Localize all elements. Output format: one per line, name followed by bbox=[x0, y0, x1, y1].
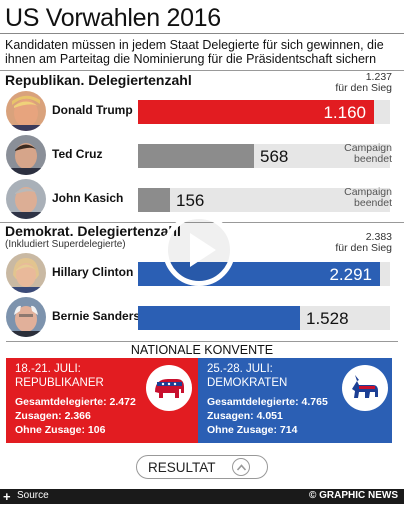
convention-panel-democrats: 25.-28. JULI: DEMOKRATEN Gesamtdelegiert… bbox=[198, 358, 392, 443]
republicans-target-value: 1.237 bbox=[365, 71, 392, 83]
bar-value-sanders: 1.528 bbox=[306, 309, 349, 328]
title-divider bbox=[0, 33, 404, 34]
bar-track: 156 bbox=[138, 188, 390, 212]
candidate-row-sanders: Bernie Sanders 1.528 bbox=[0, 295, 404, 339]
rep-unpledged: Ohne Zusage: 106 bbox=[15, 424, 106, 436]
chevron-up-icon bbox=[232, 458, 250, 476]
candidate-row-trump: Donald Trump 1.160 bbox=[0, 89, 404, 133]
democrats-note: (Inkludiert Superdelegierte) bbox=[5, 239, 126, 250]
candidate-name: Bernie Sanders bbox=[52, 309, 141, 323]
cruz-portrait-icon bbox=[6, 135, 46, 175]
page-title: US Vorwahlen 2016 bbox=[5, 4, 221, 32]
dem-convention-date: 25.-28. JULI: bbox=[207, 363, 273, 375]
bar-track: 1.160 bbox=[138, 100, 390, 124]
bar-value-kasich: 156 bbox=[176, 191, 205, 210]
footer-bar: + Source © GRAPHIC NEWS bbox=[0, 489, 404, 504]
avatar-trump bbox=[6, 91, 46, 131]
elephant-icon bbox=[146, 365, 192, 411]
dem-unpledged: Ohne Zusage: 714 bbox=[207, 424, 298, 436]
clinton-portrait-icon bbox=[6, 253, 46, 293]
source-link[interactable]: Source bbox=[17, 490, 49, 501]
sanders-portrait-icon bbox=[6, 297, 46, 337]
rep-convention-party: REPUBLIKANER bbox=[15, 377, 104, 389]
candidate-row-kasich: John Kasich 156 Campaign beendet bbox=[0, 177, 404, 221]
page-subtitle: Kandidaten müssen in jedem Staat Delegie… bbox=[5, 38, 384, 66]
avatar-sanders bbox=[6, 297, 46, 337]
campaign-status-cruz: Campaign beendet bbox=[344, 142, 392, 165]
avatar-clinton bbox=[6, 253, 46, 293]
plus-icon[interactable]: + bbox=[3, 489, 11, 504]
donkey-icon bbox=[342, 365, 388, 411]
convention-panel-republicans: 18.-21. JULI: REPUBLIKANER Gesamtdelegie… bbox=[6, 358, 198, 443]
candidate-name: Hillary Clinton bbox=[52, 265, 134, 279]
conventions-heading-label: NATIONALE KONVENTE bbox=[124, 343, 280, 357]
copyright: © GRAPHIC NEWS bbox=[308, 490, 398, 501]
bar-trump bbox=[138, 100, 374, 124]
avatar-cruz bbox=[6, 135, 46, 175]
conventions-heading: NATIONALE KONVENTE bbox=[6, 341, 398, 358]
democrats-target: 2.383 für den Sieg bbox=[335, 232, 392, 254]
result-button[interactable]: RESULTAT bbox=[136, 455, 268, 479]
democrats-target-value: 2.383 bbox=[365, 231, 392, 243]
candidate-name: John Kasich bbox=[52, 191, 124, 205]
dem-pledged: Zusagen: 4.051 bbox=[207, 410, 283, 422]
play-icon bbox=[190, 233, 216, 267]
avatar-kasich bbox=[6, 179, 46, 219]
bar-track: 568 bbox=[138, 144, 390, 168]
candidate-name: Ted Cruz bbox=[52, 147, 103, 161]
republicans-target-label: für den Sieg bbox=[335, 82, 392, 94]
trump-portrait-icon bbox=[6, 91, 46, 131]
democrats-heading: Demokrat. Delegiertenzahl bbox=[5, 223, 181, 239]
republicans-heading: Republikan. Delegiertenzahl bbox=[5, 72, 192, 88]
rep-total-delegates: Gesamtdelegierte: 2.472 bbox=[15, 396, 136, 408]
kasich-portrait-icon bbox=[6, 179, 46, 219]
bar-cruz bbox=[138, 144, 254, 168]
result-button-label: RESULTAT bbox=[148, 460, 216, 475]
section-divider bbox=[0, 70, 404, 71]
bar-value-trump: 1.160 bbox=[323, 103, 366, 122]
bar-value-cruz: 568 bbox=[260, 147, 289, 166]
dem-convention-party: DEMOKRATEN bbox=[207, 377, 288, 389]
campaign-status-kasich: Campaign beendet bbox=[344, 186, 392, 209]
bar-kasich bbox=[138, 188, 170, 212]
candidate-row-cruz: Ted Cruz 568 Campaign beendet bbox=[0, 133, 404, 177]
play-button[interactable] bbox=[163, 214, 235, 286]
dem-total-delegates: Gesamtdelegierte: 4.765 bbox=[207, 396, 328, 408]
democrats-target-label: für den Sieg bbox=[335, 242, 392, 254]
bar-track: 1.528 bbox=[138, 306, 390, 330]
rep-pledged: Zusagen: 2.366 bbox=[15, 410, 91, 422]
candidate-name: Donald Trump bbox=[52, 103, 133, 117]
bar-value-clinton: 2.291 bbox=[329, 265, 372, 284]
republicans-target: 1.237 für den Sieg bbox=[335, 72, 392, 94]
bar-sanders bbox=[138, 306, 300, 330]
rep-convention-date: 18.-21. JULI: bbox=[15, 363, 81, 375]
